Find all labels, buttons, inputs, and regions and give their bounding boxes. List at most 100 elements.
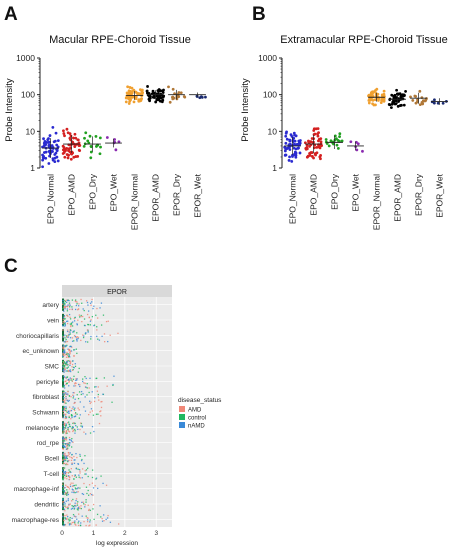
data-point <box>67 451 70 454</box>
data-point <box>82 334 84 336</box>
data-point <box>75 498 78 500</box>
data-point <box>74 428 76 431</box>
data-point <box>70 152 74 156</box>
data-point <box>78 468 81 471</box>
data-point <box>371 92 374 95</box>
data-point <box>73 132 77 136</box>
category-label: dendritic <box>34 502 59 509</box>
data-point <box>411 98 415 102</box>
data-point <box>85 515 87 517</box>
data-point <box>296 146 300 150</box>
data-point <box>73 331 75 333</box>
data-point <box>135 91 139 95</box>
data-point <box>284 134 288 138</box>
data-point <box>66 448 69 451</box>
data-point <box>95 413 98 415</box>
data-point <box>76 324 78 326</box>
data-point <box>55 143 59 147</box>
data-point <box>64 472 66 475</box>
data-point <box>55 155 59 159</box>
data-point <box>85 341 87 343</box>
data-point <box>92 508 94 510</box>
data-point <box>65 430 68 432</box>
data-point <box>100 410 102 412</box>
data-point <box>69 360 71 362</box>
data-point <box>76 332 78 334</box>
data-point <box>66 367 68 369</box>
data-point <box>96 513 99 516</box>
data-point <box>67 475 70 478</box>
data-point <box>65 410 68 412</box>
data-point <box>69 323 72 325</box>
data-point <box>65 345 67 348</box>
data-point <box>68 423 70 425</box>
data-point <box>67 400 69 402</box>
data-point <box>65 362 67 364</box>
data-point <box>89 324 92 326</box>
data-point <box>64 523 67 526</box>
data-point <box>62 364 64 366</box>
data-point <box>303 141 307 145</box>
data-point <box>63 306 66 308</box>
data-point <box>87 324 90 326</box>
data-point <box>64 322 66 324</box>
data-point <box>62 484 64 486</box>
data-point <box>63 362 66 364</box>
data-point <box>64 300 66 302</box>
data-point <box>86 313 89 316</box>
data-point <box>79 524 82 527</box>
data-point <box>69 377 71 379</box>
data-point <box>70 508 73 510</box>
category-label: T-cell <box>43 471 59 478</box>
data-point <box>85 300 88 302</box>
data-point <box>66 455 68 457</box>
data-point <box>72 422 75 424</box>
data-point <box>70 471 72 474</box>
data-point <box>75 299 77 301</box>
data-point <box>62 505 65 507</box>
data-point <box>356 142 360 146</box>
data-point <box>100 302 103 304</box>
data-point <box>50 144 54 147</box>
data-point <box>63 523 66 526</box>
data-point <box>64 352 66 354</box>
data-point <box>85 473 87 475</box>
data-point <box>361 149 364 153</box>
data-point <box>68 444 71 446</box>
data-point <box>62 426 64 428</box>
data-point <box>71 462 73 464</box>
data-point <box>76 340 78 342</box>
data-point <box>75 379 77 382</box>
data-point <box>67 460 69 463</box>
data-point <box>109 521 112 523</box>
data-point <box>68 469 70 471</box>
data-point <box>66 310 69 312</box>
data-point <box>53 153 57 156</box>
data-point <box>94 386 96 388</box>
data-point <box>64 477 66 479</box>
data-point <box>48 134 52 137</box>
chart-c-grid <box>61 297 172 527</box>
data-point <box>77 428 79 430</box>
zero-band <box>62 390 64 403</box>
data-point <box>62 455 64 457</box>
data-point <box>82 493 85 496</box>
data-point <box>91 298 93 301</box>
data-point <box>99 410 101 413</box>
data-point <box>156 89 160 92</box>
data-point <box>85 524 87 527</box>
data-point <box>89 519 91 521</box>
data-point <box>70 379 72 381</box>
data-point <box>82 501 84 503</box>
data-point <box>156 94 159 98</box>
data-point <box>64 380 66 383</box>
data-point <box>101 517 103 520</box>
legend-swatch-namd <box>179 422 185 428</box>
data-point <box>62 354 64 356</box>
data-point <box>69 523 71 526</box>
data-point <box>68 302 71 304</box>
legend-title: disease_status <box>178 397 222 404</box>
data-point <box>66 491 69 493</box>
data-point <box>62 304 65 306</box>
data-point <box>146 85 149 88</box>
